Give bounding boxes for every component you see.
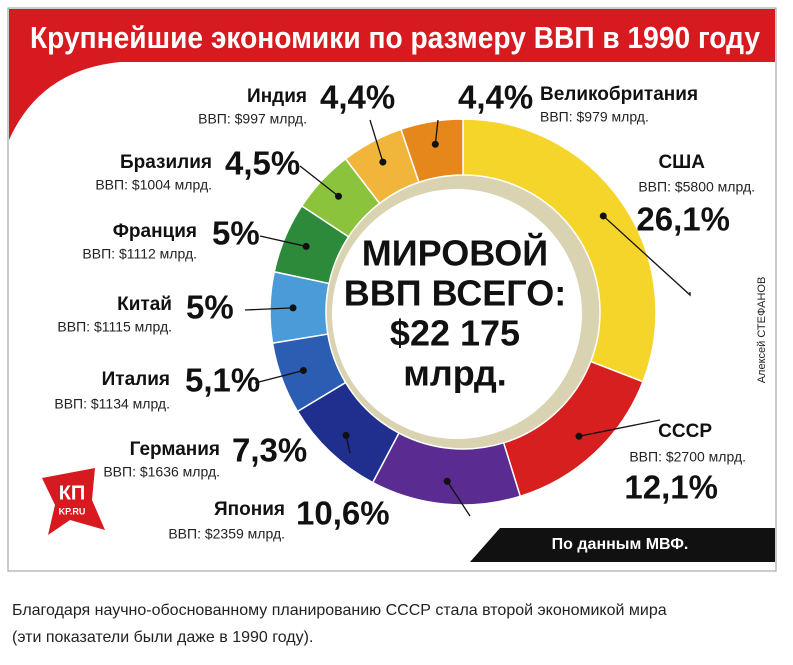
- value-label: 4,5%: [225, 145, 300, 182]
- leader-line: [602, 215, 691, 297]
- category-label: Франция: [113, 221, 197, 242]
- category-label: Япония: [214, 499, 285, 520]
- leader-dot: [302, 242, 310, 250]
- author: Алексей СТЕФАНОВ: [756, 277, 768, 384]
- chart-title: Крупнейшие экономики по размеру ВВП в 19…: [30, 20, 761, 55]
- logo-shape: [42, 468, 105, 535]
- logo-site: KP.RU: [59, 506, 86, 516]
- gdp-label: ВВП: $1004 млрд.: [95, 177, 212, 193]
- value-label: 5,1%: [185, 362, 260, 399]
- leader-dot: [379, 158, 387, 166]
- category-label: Индия: [247, 86, 307, 107]
- title-banner: [9, 9, 775, 140]
- gdp-label: ВВП: $5800 млрд.: [638, 179, 755, 195]
- source-box: [470, 528, 775, 562]
- donut-segment: [462, 118, 657, 383]
- leader-line: [244, 307, 294, 311]
- gdp-label: ВВП: $979 млрд.: [540, 109, 649, 125]
- value-label: 26,1%: [636, 201, 730, 238]
- donut-segment: [269, 270, 330, 344]
- category-label: Китай: [117, 294, 172, 315]
- value-label: 10,6%: [296, 495, 390, 532]
- category-label: Великобритания: [540, 84, 698, 105]
- value-label: 12,1%: [624, 469, 718, 506]
- leader-line: [446, 480, 471, 517]
- gdp-label: ВВП: $2700 млрд.: [629, 449, 746, 465]
- leader-line: [259, 235, 307, 248]
- logo-text: КП: [59, 482, 86, 504]
- gdp-label: ВВП: $1112 млрд.: [82, 246, 197, 262]
- category-label: Италия: [102, 369, 170, 390]
- leader-dot: [431, 140, 439, 148]
- category-label: СССР: [658, 421, 712, 442]
- caption: (эти показатели были даже в 1990 году).: [12, 629, 313, 646]
- leader-line: [299, 165, 339, 197]
- caption: Благодаря научно-обоснованному планирова…: [12, 602, 667, 619]
- leader-line: [369, 119, 384, 163]
- center-text: $22 175: [390, 313, 520, 354]
- leader-dot: [575, 432, 583, 440]
- center-text: млрд.: [403, 353, 506, 394]
- donut-segment: [400, 118, 464, 184]
- leader-line: [254, 369, 304, 384]
- category-label: Бразилия: [120, 152, 212, 173]
- leader-dot: [299, 367, 307, 375]
- leader-dot: [443, 477, 451, 485]
- value-label: 5%: [212, 215, 260, 252]
- leader-dot: [335, 192, 343, 200]
- value-label: 5%: [186, 289, 234, 326]
- value-label: 4,4%: [320, 79, 395, 116]
- center-text: МИРОВОЙ: [362, 232, 548, 274]
- inner-circle: [332, 189, 582, 439]
- gdp-label: ВВП: $1636 млрд.: [103, 464, 220, 480]
- gdp-label: ВВП: $997 млрд.: [198, 111, 307, 127]
- category-label: Германия: [130, 439, 220, 460]
- leader-line: [434, 119, 439, 145]
- leader-dot: [289, 304, 297, 312]
- leader-dot: [599, 212, 607, 220]
- center-text: ВВП ВСЕГО:: [344, 273, 566, 314]
- value-label: 7,3%: [232, 432, 307, 469]
- gdp-label: ВВП: $2359 млрд.: [168, 526, 285, 542]
- value-label: 4,4%: [458, 79, 533, 116]
- source: По данным МВФ.: [552, 536, 689, 553]
- gdp-label: ВВП: $1134 млрд.: [54, 396, 170, 412]
- leader-line: [578, 419, 661, 437]
- category-label: США: [658, 152, 705, 173]
- leader-dot: [342, 431, 350, 439]
- gdp-label: ВВП: $1115 млрд.: [57, 319, 172, 335]
